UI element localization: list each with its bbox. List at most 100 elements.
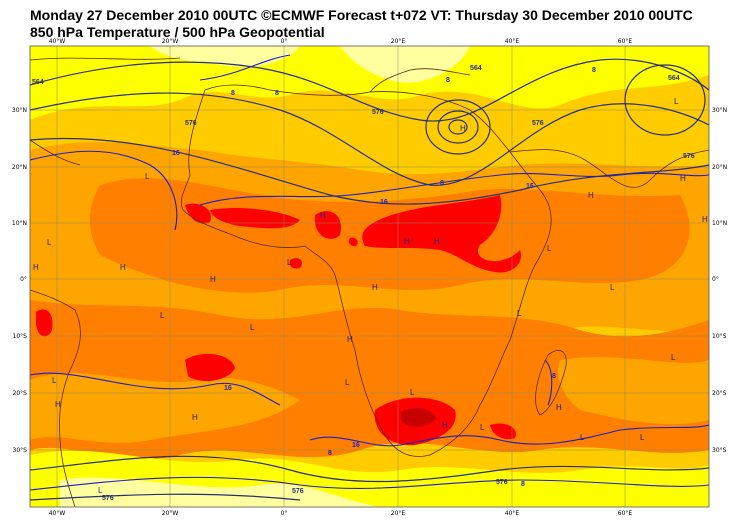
hot-core-sahel — [362, 195, 521, 273]
hot-speck-2 — [348, 237, 358, 247]
hot-core-south-east — [490, 423, 516, 440]
pressure-mark: L — [52, 376, 57, 385]
hot-core-nigeria — [314, 211, 341, 239]
lat-label: 30°N — [12, 107, 27, 114]
temp-contour-8-north — [199, 54, 291, 81]
pressure-mark: H — [460, 124, 466, 133]
lon-label: 20°W — [162, 38, 179, 45]
lon-label: 40°W — [49, 38, 66, 45]
temp-contour-8-south — [30, 476, 709, 491]
pressure-mark: H — [434, 237, 440, 246]
temperature-contours — [30, 54, 709, 491]
lon-label: 0° — [281, 38, 288, 45]
contour-label: 564 — [32, 79, 44, 86]
lon-label: 0° — [281, 510, 288, 517]
hot-core-angola — [185, 353, 235, 382]
contour-label: 16 — [526, 183, 534, 190]
lat-label: 20°S — [712, 390, 727, 397]
band-north-pale — [150, 46, 300, 67]
contour-label: 576 — [683, 153, 695, 160]
geo-contour-1 — [30, 58, 709, 122]
lon-label: 60°E — [618, 510, 633, 517]
hot-speck-1 — [289, 258, 302, 269]
lon-label: 40°E — [505, 510, 520, 517]
pressure-mark: H — [588, 191, 594, 200]
graticule — [30, 46, 709, 507]
pressure-mark: H — [680, 174, 686, 183]
contour-label: 8 — [592, 67, 596, 74]
band-south-orange-east — [558, 357, 709, 425]
contour-label: 576 — [292, 488, 304, 495]
contour-labels: 564 8 8 576 16 576 564 8 576 8 16 564 57… — [32, 65, 695, 502]
pressure-mark: L — [671, 353, 676, 362]
lon-label: 20°E — [391, 38, 406, 45]
contour-label: 576 — [102, 495, 114, 502]
lat-label: 10°S — [712, 333, 727, 340]
temp-contour-16-west — [30, 150, 178, 231]
band-north-yellow — [30, 46, 709, 120]
pressure-mark: H — [33, 263, 39, 272]
pressure-marks: L L H L H L H H H L H L H H L L L L H H … — [33, 97, 708, 495]
temp-contour-16-madagascar — [544, 359, 553, 406]
contour-label: 8 — [521, 481, 525, 488]
lat-label: 20°S — [13, 390, 28, 397]
contour-label: 576 — [532, 120, 544, 127]
contour-label: 8 — [440, 180, 444, 187]
lat-label: 10°N — [12, 220, 27, 227]
temperature-field — [30, 46, 709, 507]
geo-low-ring-3 — [448, 119, 468, 135]
lat-label: 10°S — [13, 333, 28, 340]
contour-label: 576 — [372, 109, 384, 116]
contour-label: 576 — [185, 120, 197, 127]
contour-label: 8 — [275, 90, 279, 97]
temp-contour-16-south — [30, 372, 281, 406]
pressure-mark: L — [345, 378, 350, 387]
pressure-mark: H — [210, 275, 216, 284]
lat-labels-right: 30°N 20°N 10°N 0° 10°S 20°S 30°S — [712, 107, 727, 454]
contour-label: 16 — [380, 199, 388, 206]
geo-low-ring-2 — [437, 110, 479, 144]
lon-label: 40°W — [49, 510, 66, 517]
pressure-mark: L — [287, 258, 292, 267]
lat-label: 30°S — [712, 447, 727, 454]
hot-core-senegal — [185, 203, 211, 224]
coast-mediterranean — [369, 68, 471, 93]
coast-africa — [180, 84, 552, 457]
temp-contour-16-south-2 — [309, 424, 709, 447]
pressure-mark: L — [410, 388, 415, 397]
pressure-mark: H — [372, 283, 378, 292]
chart-title: Monday 27 December 2010 00UTC ©ECMWF For… — [30, 7, 693, 23]
lat-label: 10°N — [712, 220, 727, 227]
coast-caribbean — [30, 139, 81, 166]
pressure-mark: L — [47, 238, 52, 247]
coast-madagascar — [535, 350, 567, 416]
lat-label: 20°N — [712, 164, 727, 171]
pressure-mark: L — [160, 311, 165, 320]
pressure-mark: H — [556, 403, 562, 412]
contour-label: 16 — [224, 385, 232, 392]
lon-labels-top: 40°W 20°W 0° 20°E 40°E 60°E — [49, 38, 633, 45]
chart-subtitle: 850 hPa Temperature / 500 hPa Geopotenti… — [30, 24, 325, 40]
pressure-mark: H — [120, 263, 126, 272]
lon-label: 60°E — [618, 38, 633, 45]
map-frame — [29, 45, 710, 508]
temp-contour-16-north — [199, 172, 709, 206]
contour-label: 8 — [552, 373, 556, 380]
hot-core-brazil — [36, 309, 53, 337]
contour-label: 564 — [668, 75, 680, 82]
pressure-mark: L — [250, 323, 255, 332]
pressure-mark: H — [404, 237, 410, 246]
contour-label: 16 — [172, 150, 180, 157]
pressure-mark: L — [98, 486, 103, 495]
geo-high-ring — [624, 64, 706, 136]
lat-label: 30°S — [13, 447, 28, 454]
contour-label: 16 — [352, 442, 360, 449]
lat-label: 0° — [20, 276, 27, 283]
lat-label: 20°N — [12, 164, 27, 171]
pressure-mark: L — [480, 423, 485, 432]
contour-label: 8 — [328, 450, 332, 457]
contour-label: 8 — [446, 77, 450, 84]
geo-contour-2 — [30, 92, 709, 186]
geo-low-ring-1 — [425, 99, 491, 155]
